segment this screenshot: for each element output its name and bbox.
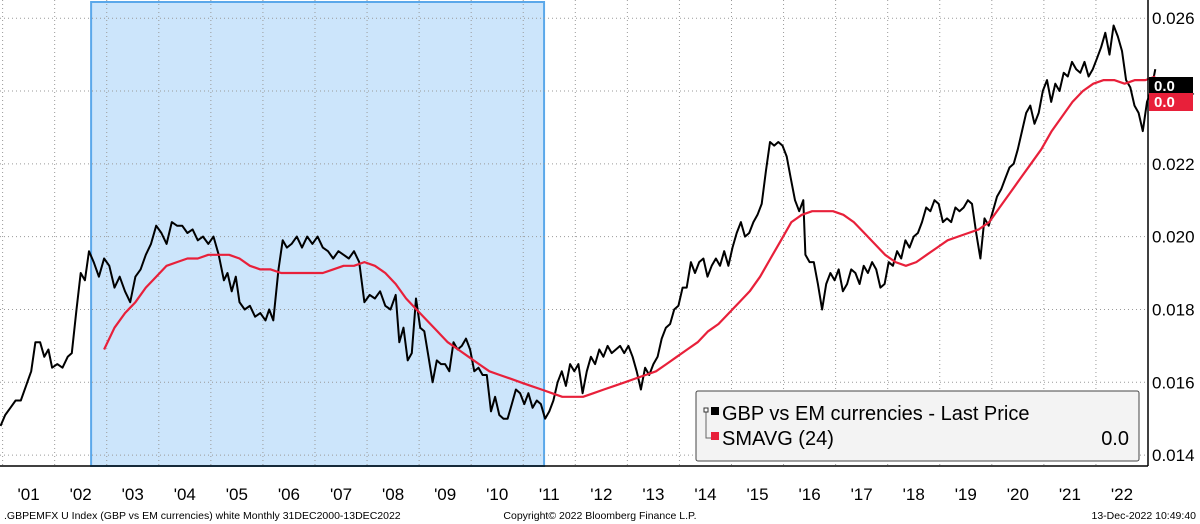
x-tick-label: '20: [1007, 485, 1029, 504]
legend-entry-value: 0.0: [1101, 428, 1129, 450]
footer-timestamp: 13-Dec-2022 10:49:40: [1092, 510, 1197, 522]
series-line-smavg: [103, 75, 1156, 398]
last-value-tag: [1149, 93, 1193, 111]
x-tick-label: '16: [799, 485, 821, 504]
footer-copyright: Copyright© 2022 Bloomberg Finance L.P.: [503, 510, 696, 522]
x-tick-label: '22: [1111, 485, 1133, 504]
legend-connector: [705, 412, 712, 439]
x-tick-label: '14: [694, 485, 716, 504]
series-lines: [0, 24, 1157, 427]
series-line-last-price: [0, 24, 1157, 427]
x-tick-label: '13: [642, 485, 664, 504]
legend-entry-label: GBP vs EM currencies - Last Price: [722, 403, 1030, 425]
x-tick-label: '07: [330, 485, 352, 504]
last-value-tags: 0.00.0: [1149, 77, 1193, 111]
x-tick-label: '01: [18, 485, 40, 504]
y-tick-label: 0.026: [1152, 9, 1195, 28]
legend: GBP vs EM currencies - Last Price SMAVG (…: [695, 390, 1140, 462]
x-tick-label: '03: [122, 485, 144, 504]
footer-index-info: .GBPEMFX U Index (GBP vs EM currencies) …: [4, 510, 401, 522]
x-tick-label: '06: [278, 485, 300, 504]
footer: .GBPEMFX U Index (GBP vs EM currencies) …: [4, 510, 1196, 522]
x-tick-label: '09: [434, 485, 456, 504]
axes: 0.0260.0240.0220.0200.0180.0160.014'01'0…: [0, 0, 1195, 504]
x-tick-label: '15: [746, 485, 768, 504]
x-tick-label: '17: [851, 485, 873, 504]
x-tick-label: '21: [1059, 485, 1081, 504]
x-tick-label: '05: [226, 485, 248, 504]
y-tick-label: 0.022: [1152, 155, 1195, 174]
last-value-tag: [1149, 77, 1193, 95]
legend-anchor: [703, 407, 709, 413]
last-value-tag-text: 0.0: [1154, 94, 1175, 111]
background: [90, 1, 546, 467]
x-tick-label: '08: [382, 485, 404, 504]
y-tick-label: 0.016: [1152, 373, 1195, 392]
y-tick-label: 0.020: [1152, 228, 1195, 247]
y-tick-label: 0.014: [1152, 446, 1195, 465]
shaded-period: [90, 1, 546, 467]
x-tick-label: '18: [903, 485, 925, 504]
x-tick-label: '04: [174, 485, 196, 504]
last-value-tag-text: 0.0: [1154, 78, 1175, 95]
legend-swatch: [711, 407, 719, 415]
legend-entry-label: SMAVG (24): [722, 428, 834, 450]
x-tick-label: '19: [955, 485, 977, 504]
legend-swatch: [711, 432, 719, 440]
y-tick-label: 0.018: [1152, 300, 1195, 319]
x-tick-label: '12: [590, 485, 612, 504]
legend-box: [695, 390, 1140, 462]
x-tick-label: '02: [70, 485, 92, 504]
x-tick-label: '11: [539, 485, 560, 504]
x-tick-label: '10: [486, 485, 508, 504]
